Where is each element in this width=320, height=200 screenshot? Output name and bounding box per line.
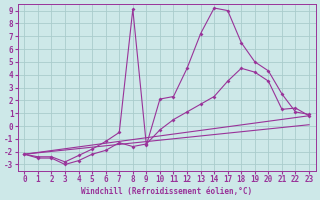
X-axis label: Windchill (Refroidissement éolien,°C): Windchill (Refroidissement éolien,°C) — [81, 187, 252, 196]
